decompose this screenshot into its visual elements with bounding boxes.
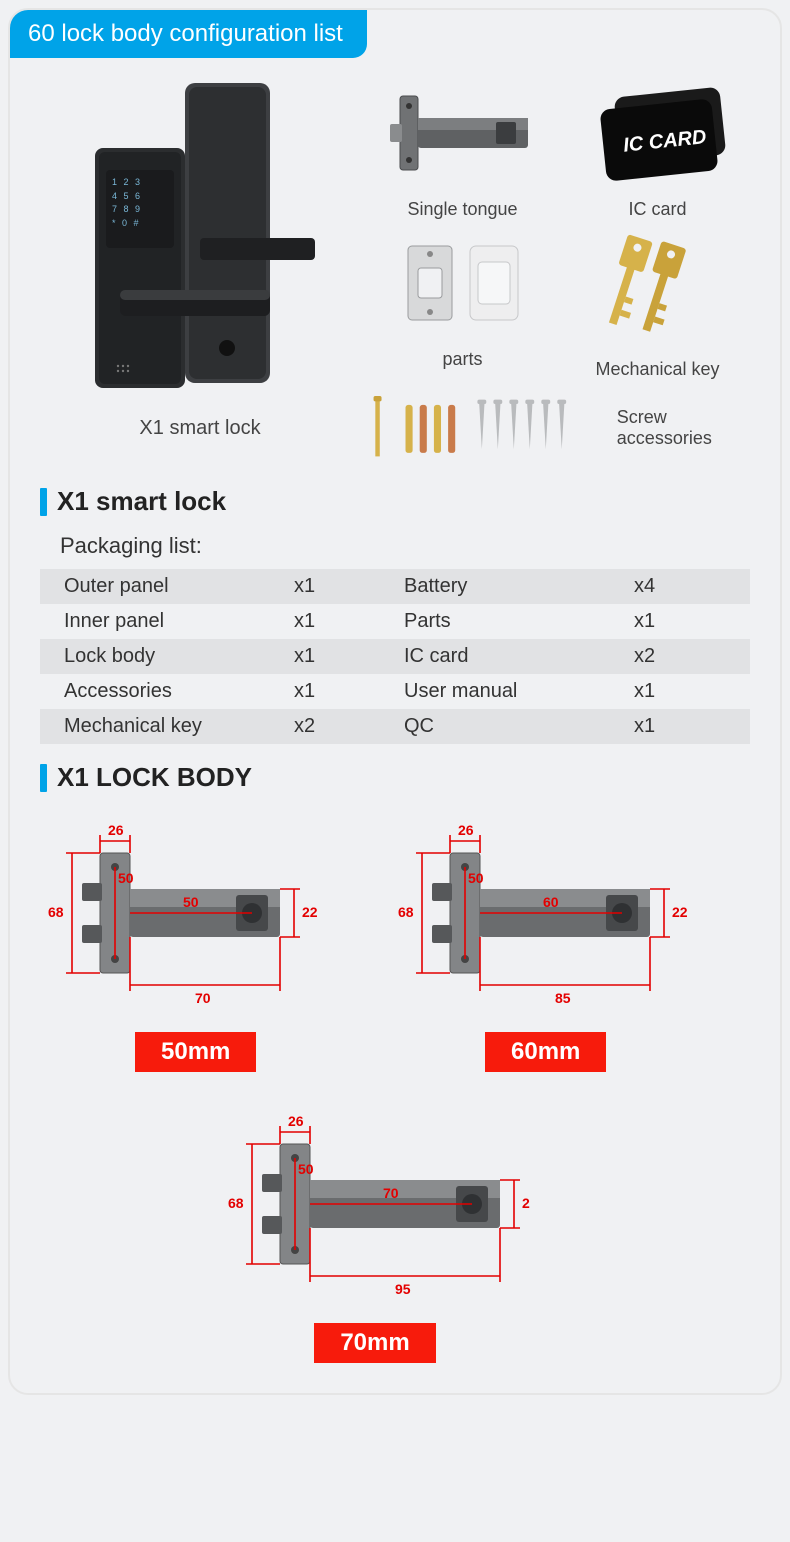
svg-text:68: 68	[228, 1195, 244, 1211]
cell-item: User manual	[404, 680, 614, 703]
accent-bar-icon	[40, 764, 47, 792]
cell-qty: x4	[634, 575, 724, 598]
cell-item: Accessories	[64, 680, 274, 703]
svg-text:22: 22	[672, 904, 688, 920]
table-row: Lock body x1 IC card x2	[40, 639, 750, 674]
cell-item: Mechanical key	[64, 715, 274, 738]
svg-text:95: 95	[395, 1281, 411, 1297]
svg-text:22: 22	[522, 1195, 530, 1211]
cell-item: Outer panel	[64, 575, 274, 598]
cell-qty: x1	[294, 610, 384, 633]
main-product-figure: 1 2 3 4 5 6 7 8 9 * 0 #	[40, 78, 360, 468]
svg-text:22: 22	[302, 904, 318, 920]
lock-body-item: 26 68 50 60 22 85 60mm	[390, 811, 700, 1072]
size-tag: 50mm	[135, 1032, 256, 1072]
cell-item: IC card	[404, 645, 614, 668]
lock-body-diagram-icon: 26 68 50 50 22 70	[40, 811, 350, 1021]
smart-lock-icon: 1 2 3 4 5 6 7 8 9 * 0 #	[50, 78, 350, 398]
lock-body-item: 26 68 50 50 22 70 50mm	[40, 811, 350, 1072]
lock-body-item: 26 68 50 70 22 95 70mm	[220, 1102, 530, 1363]
keypad-icon: 1 2 3 4 5 6 7 8 9 * 0 #	[106, 170, 174, 236]
product-spec-card: 60 lock body configuration list 1 2 3	[8, 8, 782, 1395]
cell-qty: x1	[294, 645, 384, 668]
ic-card-icon: IC CARD	[573, 78, 743, 188]
table-row: Mechanical key x2 QC x1	[40, 709, 750, 744]
packaging-table: Outer panel x1 Battery x4 Inner panel x1 Parts…	[10, 569, 780, 744]
cell-qty: x2	[634, 645, 724, 668]
size-tag: 60mm	[485, 1032, 606, 1072]
cell-item: Parts	[404, 610, 614, 633]
cell-item: Inner panel	[64, 610, 274, 633]
table-row: Accessories x1 User manual x1	[40, 674, 750, 709]
lock-body-diagram-icon: 26 68 50 70 22 95	[220, 1102, 530, 1312]
svg-text:26: 26	[108, 822, 124, 838]
svg-text:70: 70	[383, 1185, 399, 1201]
cell-qty: x1	[634, 715, 724, 738]
parts-icon	[378, 228, 548, 338]
mechanical-key-icon	[573, 228, 743, 348]
cell-item: Lock body	[64, 645, 274, 668]
section-x1-lockbody: X1 LOCK BODY	[10, 744, 780, 801]
accent-bar-icon	[40, 488, 47, 516]
svg-text:50: 50	[468, 870, 484, 886]
cell-qty: x1	[294, 680, 384, 703]
cell-item: QC	[404, 715, 614, 738]
table-row: Outer panel x1 Battery x4	[40, 569, 750, 604]
svg-text:26: 26	[458, 822, 474, 838]
svg-text:85: 85	[555, 990, 571, 1006]
single-tongue-icon	[378, 78, 548, 188]
section-x1-smartlock: X1 smart lock	[10, 468, 780, 525]
section-heading: X1 LOCK BODY	[57, 762, 252, 793]
accessories-grid: Single tongue IC CARD IC card p	[370, 78, 750, 468]
title-bar: 60 lock body configuration list	[10, 10, 367, 58]
svg-text:50: 50	[298, 1161, 314, 1177]
acc-single-tongue: Single tongue	[370, 78, 555, 220]
lock-body-grid: 26 68 50 50 22 70 50mm	[10, 801, 780, 1363]
svg-text:26: 26	[288, 1113, 304, 1129]
lock-body-diagram-icon: 26 68 50 60 22 85	[390, 811, 700, 1021]
svg-text:68: 68	[48, 904, 64, 920]
cell-qty: x2	[294, 715, 384, 738]
main-product-caption: X1 smart lock	[40, 417, 360, 440]
acc-screws: Screw accessories	[370, 388, 750, 468]
cell-qty: x1	[634, 610, 724, 633]
section-heading: X1 smart lock	[57, 486, 226, 517]
packaging-list-label: Packaging list:	[10, 525, 780, 569]
svg-text:50: 50	[118, 870, 134, 886]
cell-qty: x1	[294, 575, 384, 598]
acc-mechanical-key: Mechanical key	[565, 228, 750, 380]
svg-text:50: 50	[183, 894, 199, 910]
cell-qty: x1	[634, 680, 724, 703]
svg-text:60: 60	[543, 894, 559, 910]
acc-ic-card: IC CARD IC card	[565, 78, 750, 220]
screw-accessories-icon	[370, 388, 601, 468]
svg-text:70: 70	[195, 990, 211, 1006]
cell-item: Battery	[404, 575, 614, 598]
table-row: Inner panel x1 Parts x1	[40, 604, 750, 639]
top-grid: 1 2 3 4 5 6 7 8 9 * 0 #	[10, 78, 780, 468]
acc-parts: parts	[370, 228, 555, 380]
size-tag: 70mm	[314, 1323, 435, 1363]
svg-text:68: 68	[398, 904, 414, 920]
